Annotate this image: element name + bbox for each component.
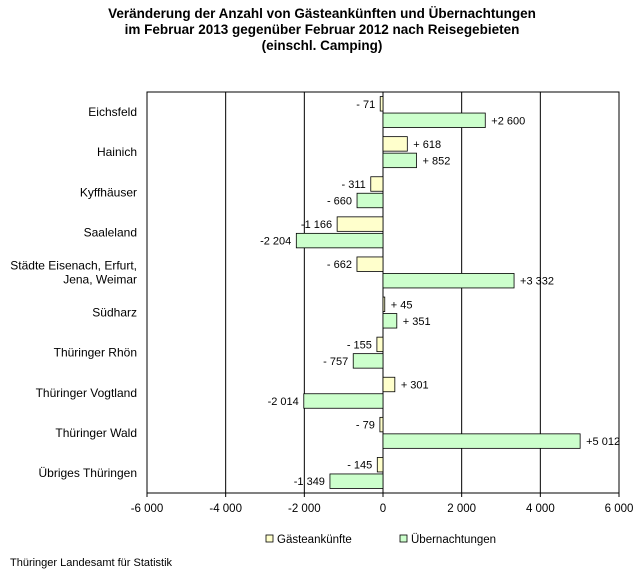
label-uebernachtungen-1: + 852 [423,155,451,167]
bar-uebernachtungen-1 [382,152,417,169]
label-uebernachtungen-9: -1 349 [294,476,325,488]
label-gaesteankuenfte-4: - 662 [327,259,352,271]
bar-uebernachtungen-2 [356,192,384,209]
title-line-1: Veränderung der Anzahl von Gästeankünfte… [108,6,536,21]
bar-gaesteankuenfte-8 [379,416,384,433]
bar-gaesteankuenfte-6 [376,336,384,353]
x-tick-label-3: 0 [380,503,386,515]
label-gaesteankuenfte-6: - 155 [347,339,372,351]
label-gaesteankuenfte-2: - 311 [342,179,366,191]
legend-label-gaesteankuenfte: Gästeankünfte [277,534,352,546]
legend-swatch-gaesteankuenfte [265,534,274,543]
category-label-7: Thüringer Vogtland [36,386,137,400]
bar-gaesteankuenfte-9 [376,457,384,473]
bar-uebernachtungen-6 [352,353,384,369]
label-gaesteankuenfte-7: + 301 [401,380,429,392]
bar-uebernachtungen-8 [382,433,581,449]
label-uebernachtungen-7: -2 014 [268,396,299,408]
x-tick-label-4: 2 000 [447,503,476,515]
category-label-2: Kyffhäuser [80,185,137,199]
x-tick-label-0: -6 000 [131,503,164,515]
category-label-4-1: Jena, Weimar [63,272,137,286]
label-gaesteankuenfte-8: - 79 [356,420,375,432]
label-gaesteankuenfte-0: - 71 [356,99,375,111]
category-label-3: Saaleland [84,225,137,239]
label-gaesteankuenfte-5: + 45 [391,299,413,311]
category-label-4-0: Städte Eisenach, Erfurt, [10,258,137,272]
label-uebernachtungen-6: - 757 [323,356,348,368]
x-tick-label-5: 4 000 [526,503,555,515]
legend-label-uebernachtungen: Übernachtungen [411,534,496,546]
bar-gaesteankuenfte-3 [336,216,384,232]
legend-swatch-uebernachtungen [399,534,408,543]
label-uebernachtungen-2: - 660 [327,196,352,208]
bar-gaesteankuenfte-0 [379,96,384,112]
bar-gaesteankuenfte-5 [382,296,386,312]
bar-gaesteankuenfte-7 [382,376,396,393]
bar-gaesteankuenfte-4 [356,256,384,272]
x-tick-label-2: -2 000 [288,503,321,515]
label-gaesteankuenfte-3: -1 166 [301,219,332,231]
x-tick-label-6: 6 000 [605,503,634,515]
bar-uebernachtungen-5 [382,313,398,329]
chart-title: Veränderung der Anzahl von Gästeankünfte… [0,6,644,54]
bar-gaesteankuenfte-1 [382,136,408,152]
category-label-6: Thüringer Rhön [54,346,137,360]
x-tick-label-1: -4 000 [209,503,242,515]
title-line-3: (einschl. Camping) [261,38,383,53]
category-label-0: Eichsfeld [88,105,137,119]
bar-uebernachtungen-3 [295,232,384,249]
bar-gaesteankuenfte-2 [370,176,384,192]
bar-uebernachtungen-0 [382,112,486,128]
category-label-1: Hainich [97,145,137,159]
title-line-2: im Februar 2013 gegenüber Februar 2012 n… [124,22,520,37]
bar-uebernachtungen-7 [303,393,384,409]
category-label-5: Südharz [92,306,137,320]
label-uebernachtungen-4: +3 332 [520,276,554,288]
bar-uebernachtungen-9 [329,473,384,489]
label-uebernachtungen-3: -2 204 [260,236,291,248]
label-gaesteankuenfte-1: + 618 [413,139,441,151]
footer-source: Thüringer Landesamt für Statistik [10,557,173,569]
label-gaesteankuenfte-9: - 145 [347,460,372,472]
bar-uebernachtungen-4 [382,273,515,289]
category-label-8: Thüringer Wald [55,426,137,440]
label-uebernachtungen-8: +5 012 [586,436,620,448]
label-uebernachtungen-0: +2 600 [491,115,525,127]
category-label-9: Übriges Thüringen [38,466,137,480]
label-uebernachtungen-5: + 351 [403,316,431,328]
